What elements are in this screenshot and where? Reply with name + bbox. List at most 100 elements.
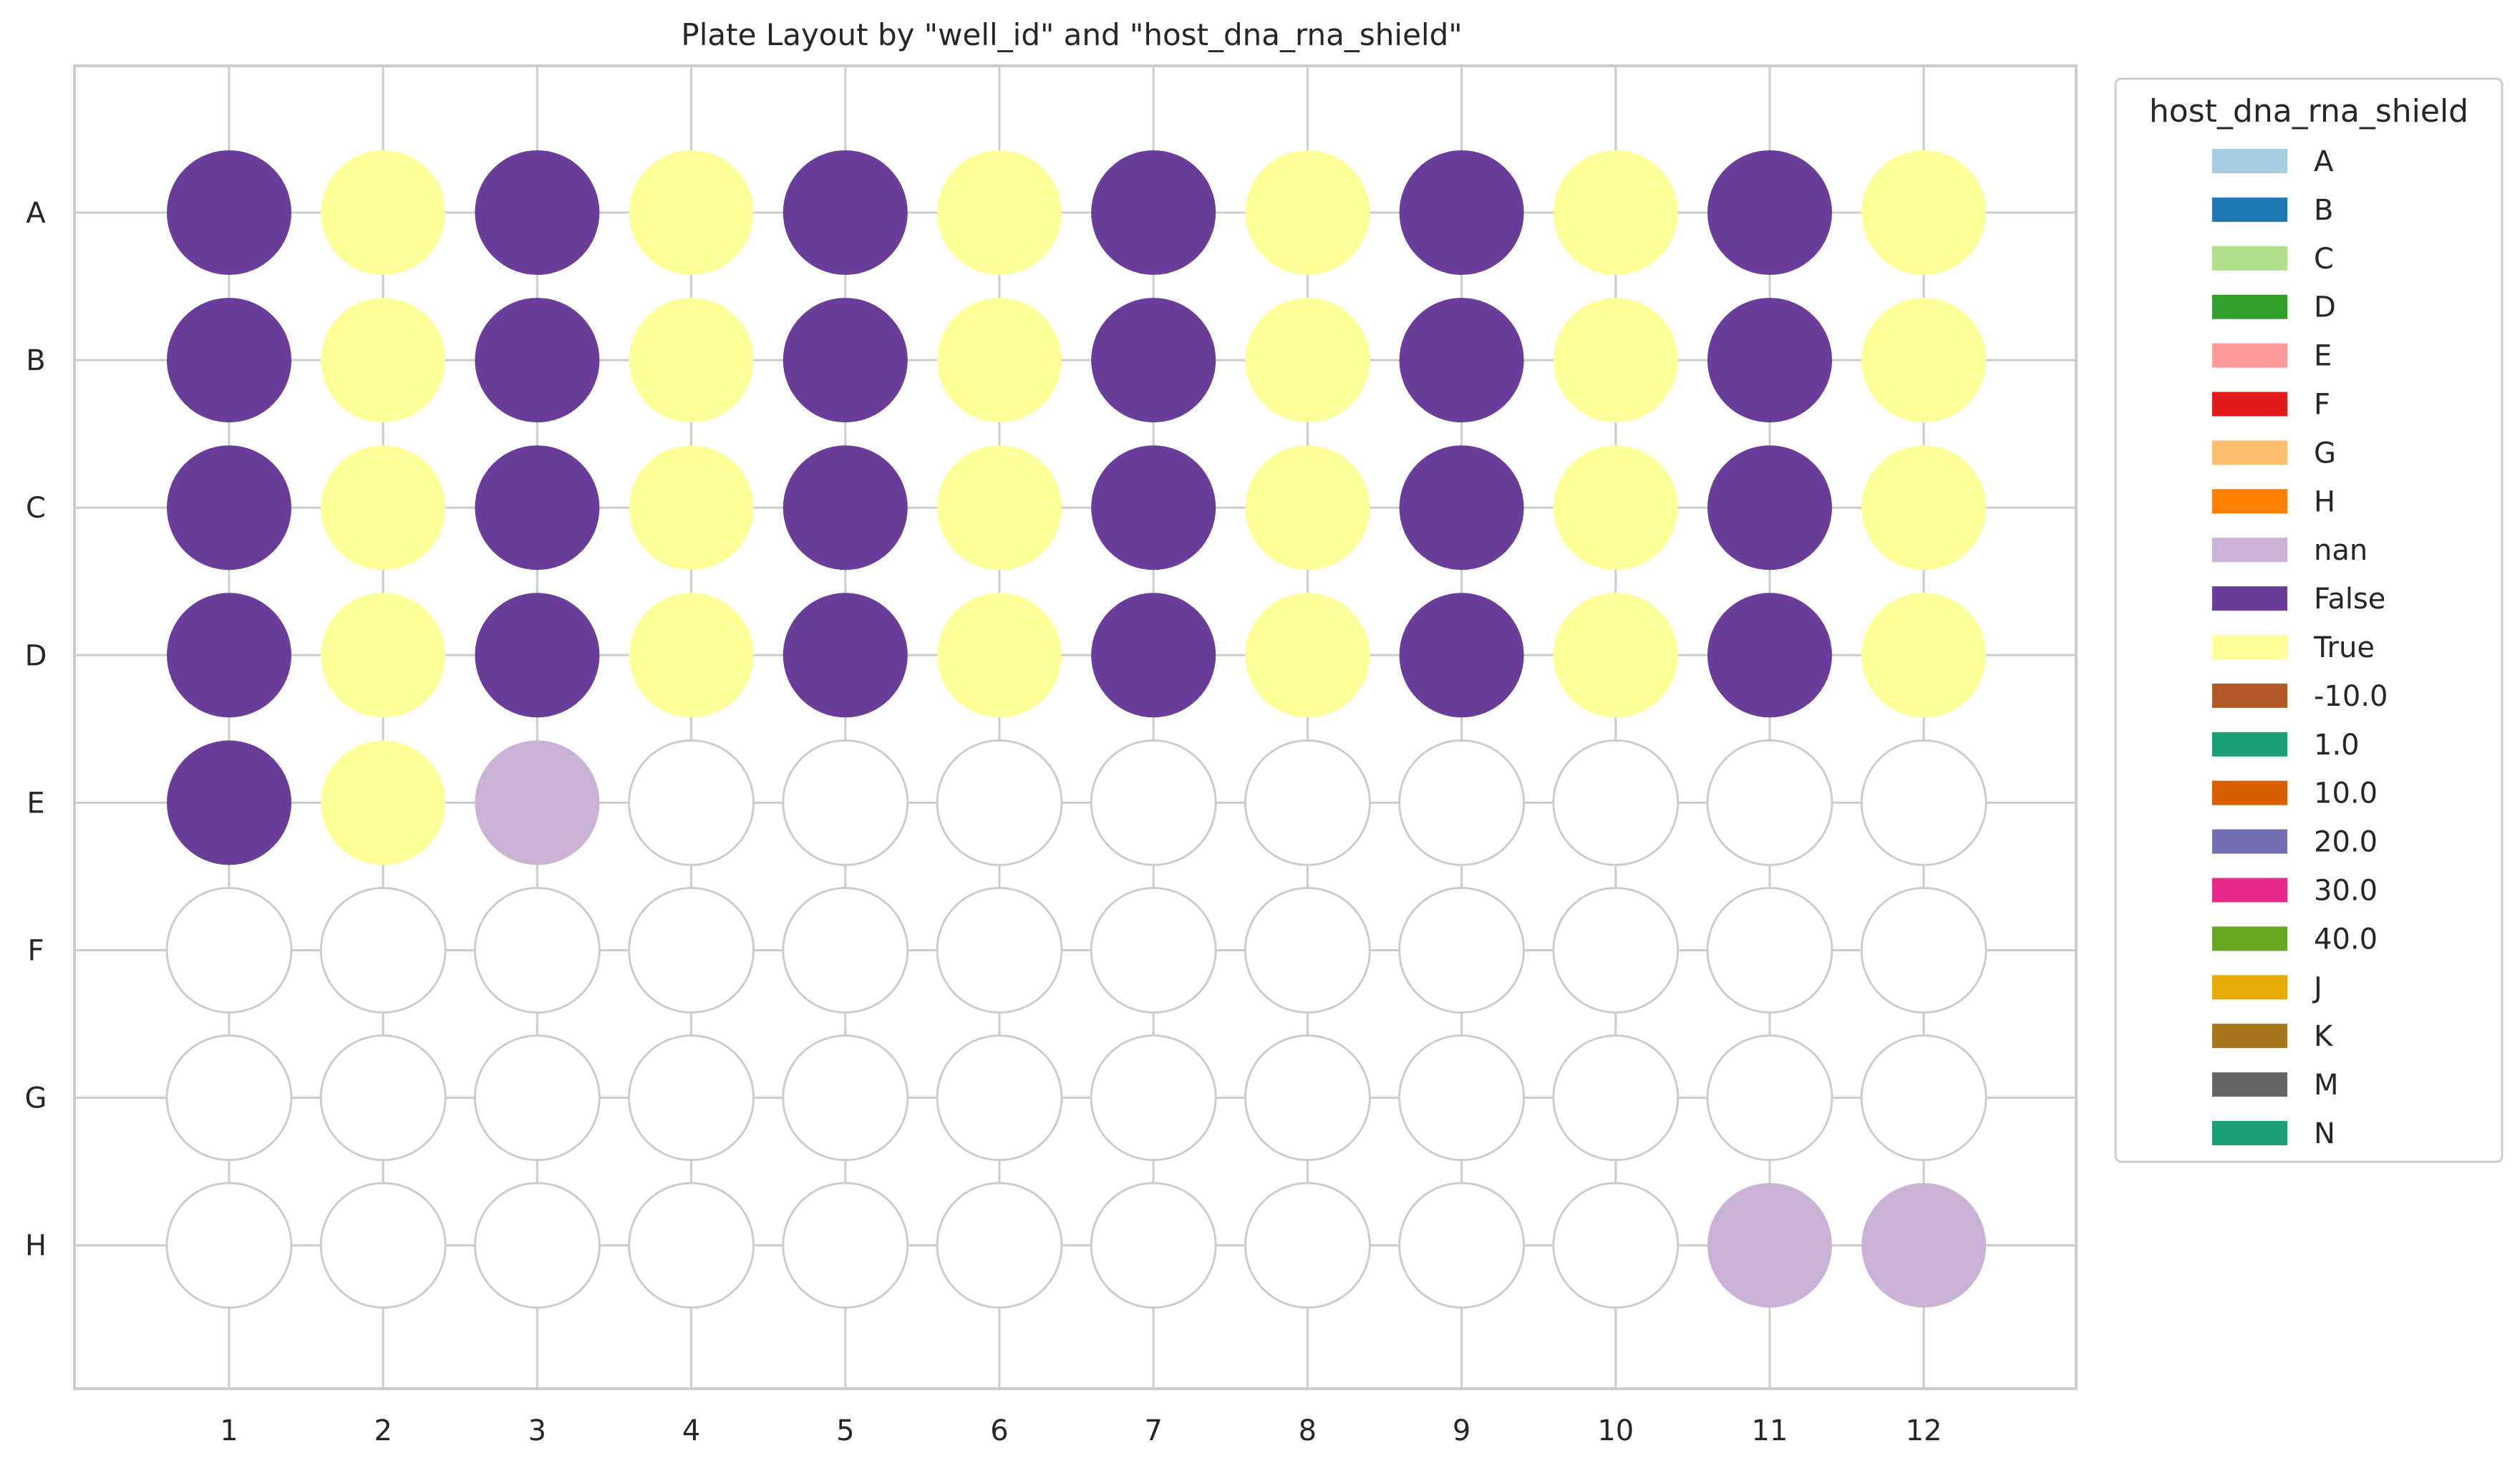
well-C4 xyxy=(629,445,754,571)
well-D12 xyxy=(1861,593,1987,718)
well-A4 xyxy=(629,150,754,275)
well-B12 xyxy=(1861,298,1987,423)
plot-frame xyxy=(73,64,2078,1390)
legend-swatch xyxy=(2212,975,2287,1000)
empty-well xyxy=(782,1182,909,1309)
empty-well xyxy=(1552,1034,1680,1162)
legend-label: C xyxy=(2314,243,2334,276)
legend-title: host_dna_rna_shield xyxy=(2149,93,2468,130)
well-D9 xyxy=(1399,593,1524,718)
well-D11 xyxy=(1707,593,1832,718)
legend-swatch xyxy=(2212,586,2287,611)
well-D8 xyxy=(1245,593,1370,718)
well-A12 xyxy=(1861,150,1987,275)
legend-swatch xyxy=(2212,1024,2287,1049)
empty-well xyxy=(319,1182,447,1309)
empty-well xyxy=(1244,1034,1371,1162)
legend-swatch xyxy=(2212,392,2287,417)
x-tick-label: 2 xyxy=(374,1414,392,1447)
legend-label: N xyxy=(2314,1117,2335,1150)
x-tick-label: 5 xyxy=(836,1414,854,1447)
empty-well xyxy=(1244,739,1371,866)
empty-well xyxy=(936,739,1063,866)
y-tick-label: H xyxy=(25,1230,47,1263)
y-tick-labels: A B C D E F G H xyxy=(25,197,47,1263)
empty-well xyxy=(1090,887,1217,1014)
well-D3 xyxy=(475,593,600,718)
empty-well xyxy=(1552,739,1680,866)
empty-well xyxy=(1398,1182,1526,1309)
empty-well xyxy=(319,887,447,1014)
well-A3 xyxy=(475,150,600,275)
empty-well xyxy=(1398,739,1526,866)
well-A6 xyxy=(937,150,1062,275)
empty-well xyxy=(165,1034,293,1162)
well-B11 xyxy=(1707,298,1832,423)
empty-well xyxy=(1090,739,1217,866)
empty-well xyxy=(1398,887,1526,1014)
empty-well xyxy=(1706,739,1833,866)
legend-label: B xyxy=(2314,194,2333,227)
empty-well xyxy=(1398,1034,1526,1162)
empty-well xyxy=(628,739,755,866)
well-A1 xyxy=(167,150,291,275)
legend-label: A xyxy=(2314,145,2334,178)
well-C8 xyxy=(1245,445,1370,571)
x-tick-label: 12 xyxy=(1906,1414,1942,1447)
y-tick-label: D xyxy=(25,639,47,672)
well-D1 xyxy=(167,593,291,718)
empty-well xyxy=(936,1182,1063,1309)
legend-label: nan xyxy=(2314,534,2368,567)
well-C6 xyxy=(937,445,1062,571)
legend-swatch xyxy=(2212,197,2287,222)
empty-well xyxy=(782,739,909,866)
legend-label: 30.0 xyxy=(2314,875,2378,908)
well-B10 xyxy=(1553,298,1678,423)
legend-label: G xyxy=(2314,437,2336,470)
well-H11 xyxy=(1707,1183,1832,1308)
well-C5 xyxy=(782,445,908,571)
well-B2 xyxy=(321,298,446,423)
empty-well xyxy=(936,1034,1063,1162)
well-C11 xyxy=(1707,445,1832,571)
legend-frame xyxy=(2114,77,2504,1163)
well-E1 xyxy=(167,740,291,865)
x-tick-label: 11 xyxy=(1752,1414,1788,1447)
well-C7 xyxy=(1091,445,1216,571)
legend-swatch xyxy=(2212,683,2287,708)
well-B3 xyxy=(475,298,600,423)
empty-well xyxy=(473,887,601,1014)
legend-swatch xyxy=(2212,732,2287,757)
empty-well xyxy=(936,887,1063,1014)
y-tick-label: A xyxy=(26,197,46,230)
empty-well xyxy=(1244,887,1371,1014)
well-B6 xyxy=(937,298,1062,423)
empty-well xyxy=(628,1182,755,1309)
legend-swatch xyxy=(2212,1121,2287,1145)
empty-well xyxy=(165,1182,293,1309)
well-C2 xyxy=(321,445,446,571)
legend-swatch xyxy=(2212,878,2287,903)
legend-swatch xyxy=(2212,780,2287,805)
well-A10 xyxy=(1553,150,1678,275)
empty-well xyxy=(319,1034,447,1162)
empty-well xyxy=(628,1034,755,1162)
legend-label: M xyxy=(2314,1069,2339,1102)
empty-well xyxy=(1090,1182,1217,1309)
empty-well xyxy=(1860,887,1987,1014)
y-tick-label: F xyxy=(27,935,44,968)
empty-well xyxy=(1552,887,1680,1014)
well-C3 xyxy=(475,445,600,571)
well-A8 xyxy=(1245,150,1370,275)
legend-label: 40.0 xyxy=(2314,923,2378,956)
legend-label: F xyxy=(2314,389,2330,422)
well-E2 xyxy=(321,740,446,865)
well-D7 xyxy=(1091,593,1216,718)
legend-swatch xyxy=(2212,440,2287,465)
empty-well xyxy=(628,887,755,1014)
empty-well xyxy=(165,887,293,1014)
legend-label: 10.0 xyxy=(2314,777,2378,810)
well-B4 xyxy=(629,298,754,423)
chart-title: Plate Layout by "well_id" and "host_dna_… xyxy=(681,17,1462,52)
